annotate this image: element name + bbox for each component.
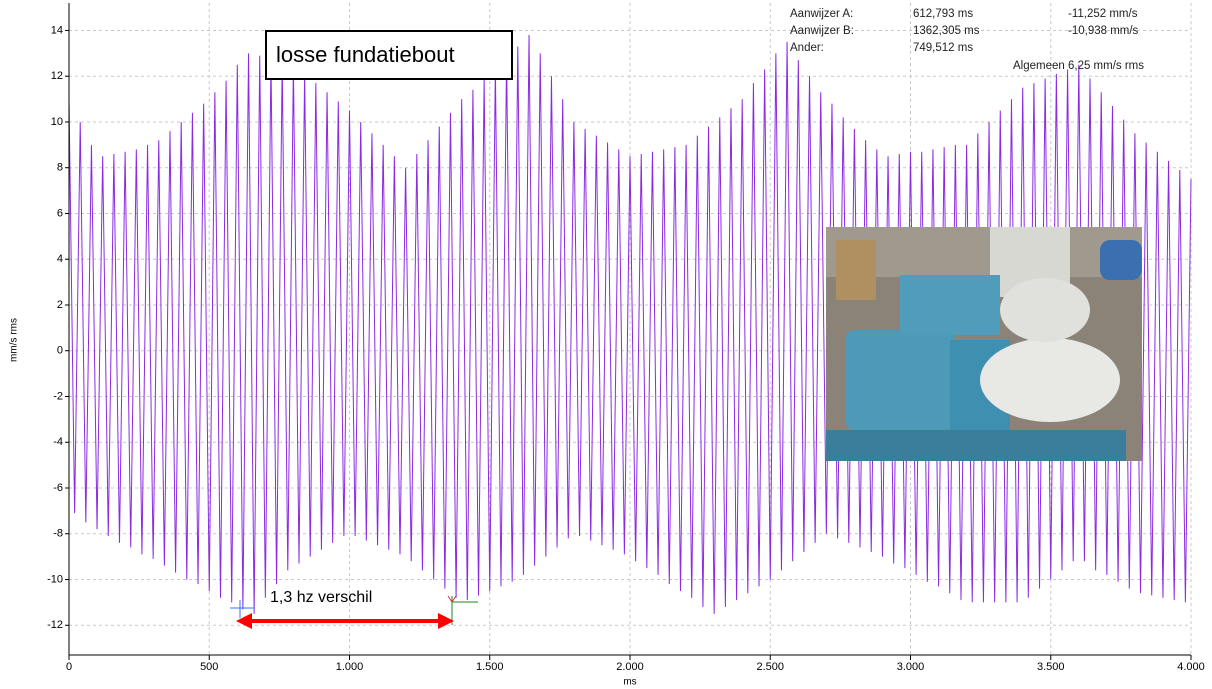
grid <box>65 3 1192 660</box>
y-tick-label: -4 <box>53 436 63 448</box>
x-tick-label: 4.000 <box>1177 661 1205 673</box>
cursor-a <box>230 600 254 618</box>
y-tick-label: 12 <box>51 70 63 82</box>
y-tick-label: -8 <box>53 528 63 540</box>
readout-text: 612,793 ms <box>913 8 973 20</box>
y-axis-label: mm/s rms <box>9 318 20 362</box>
readout-text: 1362,305 ms <box>913 25 980 37</box>
x-tick-label: 2.000 <box>616 661 644 673</box>
readout-text: Aanwijzer A: <box>790 8 853 20</box>
readout-text: -10,938 mm/s <box>1068 25 1139 37</box>
annotation-text: losse fundatiebout <box>276 42 455 67</box>
x-tick-label: 1.500 <box>476 661 504 673</box>
readout-text: Aanwijzer B: <box>790 25 854 37</box>
photo <box>826 227 1142 461</box>
x-tick-label: 500 <box>200 661 218 673</box>
readout-text: -11,252 mm/s <box>1068 8 1138 20</box>
y-tick-label: 6 <box>57 207 63 219</box>
y-tick-label: -2 <box>53 390 63 402</box>
x-tick-label: 3.500 <box>1037 661 1065 673</box>
annotation-box: losse fundatiebout <box>265 30 513 80</box>
arrow <box>236 613 454 629</box>
y-tick-label: 8 <box>57 162 63 174</box>
y-tick-label: -6 <box>53 482 63 494</box>
x-tick-label: 1.000 <box>336 661 364 673</box>
readout-text: 749,512 ms <box>913 42 973 54</box>
y-tick-label: -12 <box>47 619 63 631</box>
x-tick-label: 2.500 <box>756 661 784 673</box>
y-tick-label: 10 <box>51 116 63 128</box>
y-tick-label: 0 <box>57 345 63 357</box>
y-tick-label: 4 <box>57 253 63 265</box>
y-tick-label: 2 <box>57 299 63 311</box>
overall-readout: Algemeen 6,25 mm/s rms <box>1013 60 1144 72</box>
y-tick-label: 14 <box>51 24 63 36</box>
annotation-text: 1,3 hz verschil <box>270 589 372 606</box>
readout: Aanwijzer A: 612,793 ms -11,252 mm/s Aanwij… <box>790 8 1139 54</box>
x-tick-label: 0 <box>66 661 72 673</box>
x-axis-label: ms <box>623 677 636 688</box>
y-tick-label: -10 <box>47 573 63 585</box>
x-tick-label: 3.000 <box>897 661 925 673</box>
readout-text: Ander: <box>790 42 824 54</box>
